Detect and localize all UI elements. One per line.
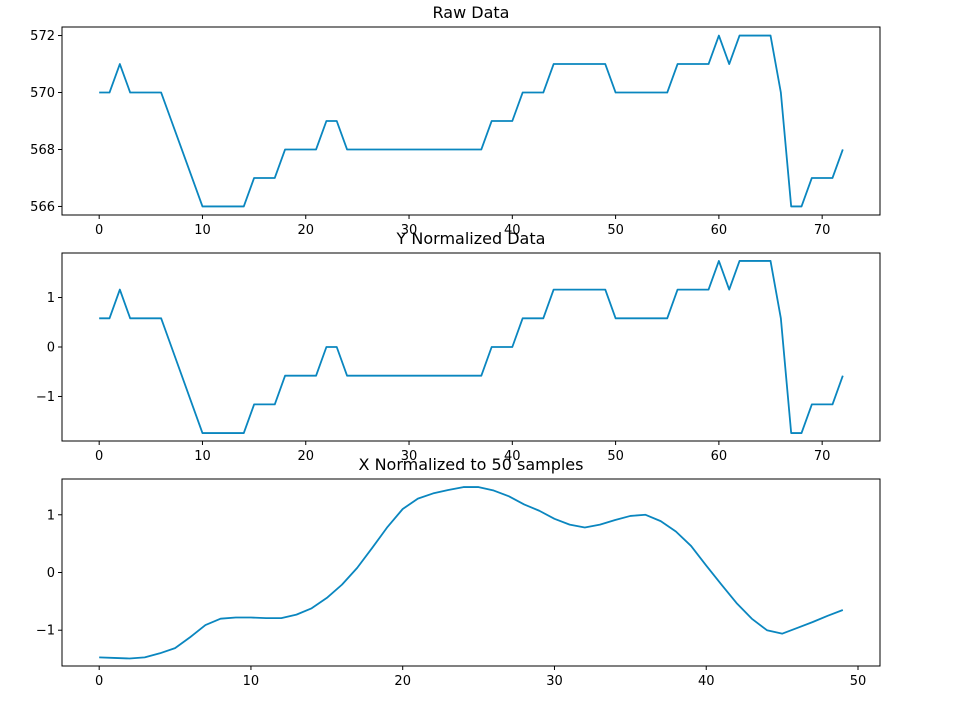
y-normalized-ytick-label: 1 xyxy=(47,291,55,306)
raw-data-xtick-label: 0 xyxy=(95,223,103,238)
y-normalized-xtick-label: 0 xyxy=(95,449,103,464)
raw-data-title: Raw Data xyxy=(433,3,510,22)
x-normalized-ticks: 0 10 20 30 40 50 −1 0 1 xyxy=(36,508,866,689)
y-normalized-ytick-label: 0 xyxy=(47,341,55,356)
x-normalized-xtick-label: 0 xyxy=(95,674,103,689)
x-normalized-xtick-label: 40 xyxy=(698,674,715,689)
x-normalized-title: X Normalized to 50 samples xyxy=(359,455,584,474)
raw-data-xtick-label: 60 xyxy=(711,223,728,238)
y-normalized-xtick-label: 30 xyxy=(401,449,418,464)
y-normalized-xtick-label: 20 xyxy=(297,449,314,464)
raw-data-ticks: 0 10 20 30 40 50 60 70 566 568 570 572 xyxy=(30,29,830,238)
y-normalized-title: Y Normalized Data xyxy=(396,229,546,248)
x-normalized-ytick-label: −1 xyxy=(36,624,55,639)
raw-data-xtick-label: 70 xyxy=(814,223,831,238)
y-normalized-ytick-label: −1 xyxy=(36,390,55,405)
raw-data-ytick-label: 568 xyxy=(30,143,55,158)
raw-data-xtick-label: 10 xyxy=(194,223,211,238)
x-normalized-ytick-label: 0 xyxy=(47,566,55,581)
y-normalized-xtick-label: 50 xyxy=(607,449,624,464)
x-normalized-xtick-label: 10 xyxy=(243,674,260,689)
x-normalized-plot: X Normalized to 50 samples 0 10 20 30 40 50−1… xyxy=(36,455,881,689)
y-normalized-axes xyxy=(61,252,881,442)
y-normalized-xtick-label: 60 xyxy=(711,449,728,464)
raw-data-line xyxy=(99,34,844,208)
raw-data-axes xyxy=(61,26,881,216)
x-normalized-axes xyxy=(61,478,881,667)
raw-data-ytick-label: 572 xyxy=(30,29,55,44)
x-normalized-ytick-label: 1 xyxy=(47,508,55,523)
raw-data-xtick-label: 40 xyxy=(504,223,521,238)
raw-data-ytick-label: 570 xyxy=(30,86,55,101)
y-normalized-line xyxy=(99,260,844,434)
x-normalized-xtick-label: 20 xyxy=(394,674,411,689)
raw-data-xtick-label: 30 xyxy=(401,223,418,238)
y-normalized-xtick-label: 70 xyxy=(814,449,831,464)
x-normalized-xtick-label: 30 xyxy=(546,674,563,689)
y-normalized-plot: Y Normalized Data 0 10 20 30 40 50 60 70 −1 0 1 xyxy=(36,229,881,464)
y-normalized-xtick-label: 40 xyxy=(504,449,521,464)
x-normalized-line xyxy=(99,486,844,660)
y-normalized-xtick-label: 10 xyxy=(194,449,211,464)
x-normalized-xtick-label: 50 xyxy=(850,674,867,689)
raw-data-plot: Raw Data 0 10 20 30 40 50 60 70 566 568 570 572 xyxy=(30,3,881,238)
y-normalized-ticks: 0 10 20 30 40 50 60 70 −1 0 1 xyxy=(36,291,831,464)
raw-data-ytick-label: 566 xyxy=(30,200,55,215)
raw-data-xtick-label: 50 xyxy=(607,223,624,238)
raw-data-xtick-label: 20 xyxy=(297,223,314,238)
